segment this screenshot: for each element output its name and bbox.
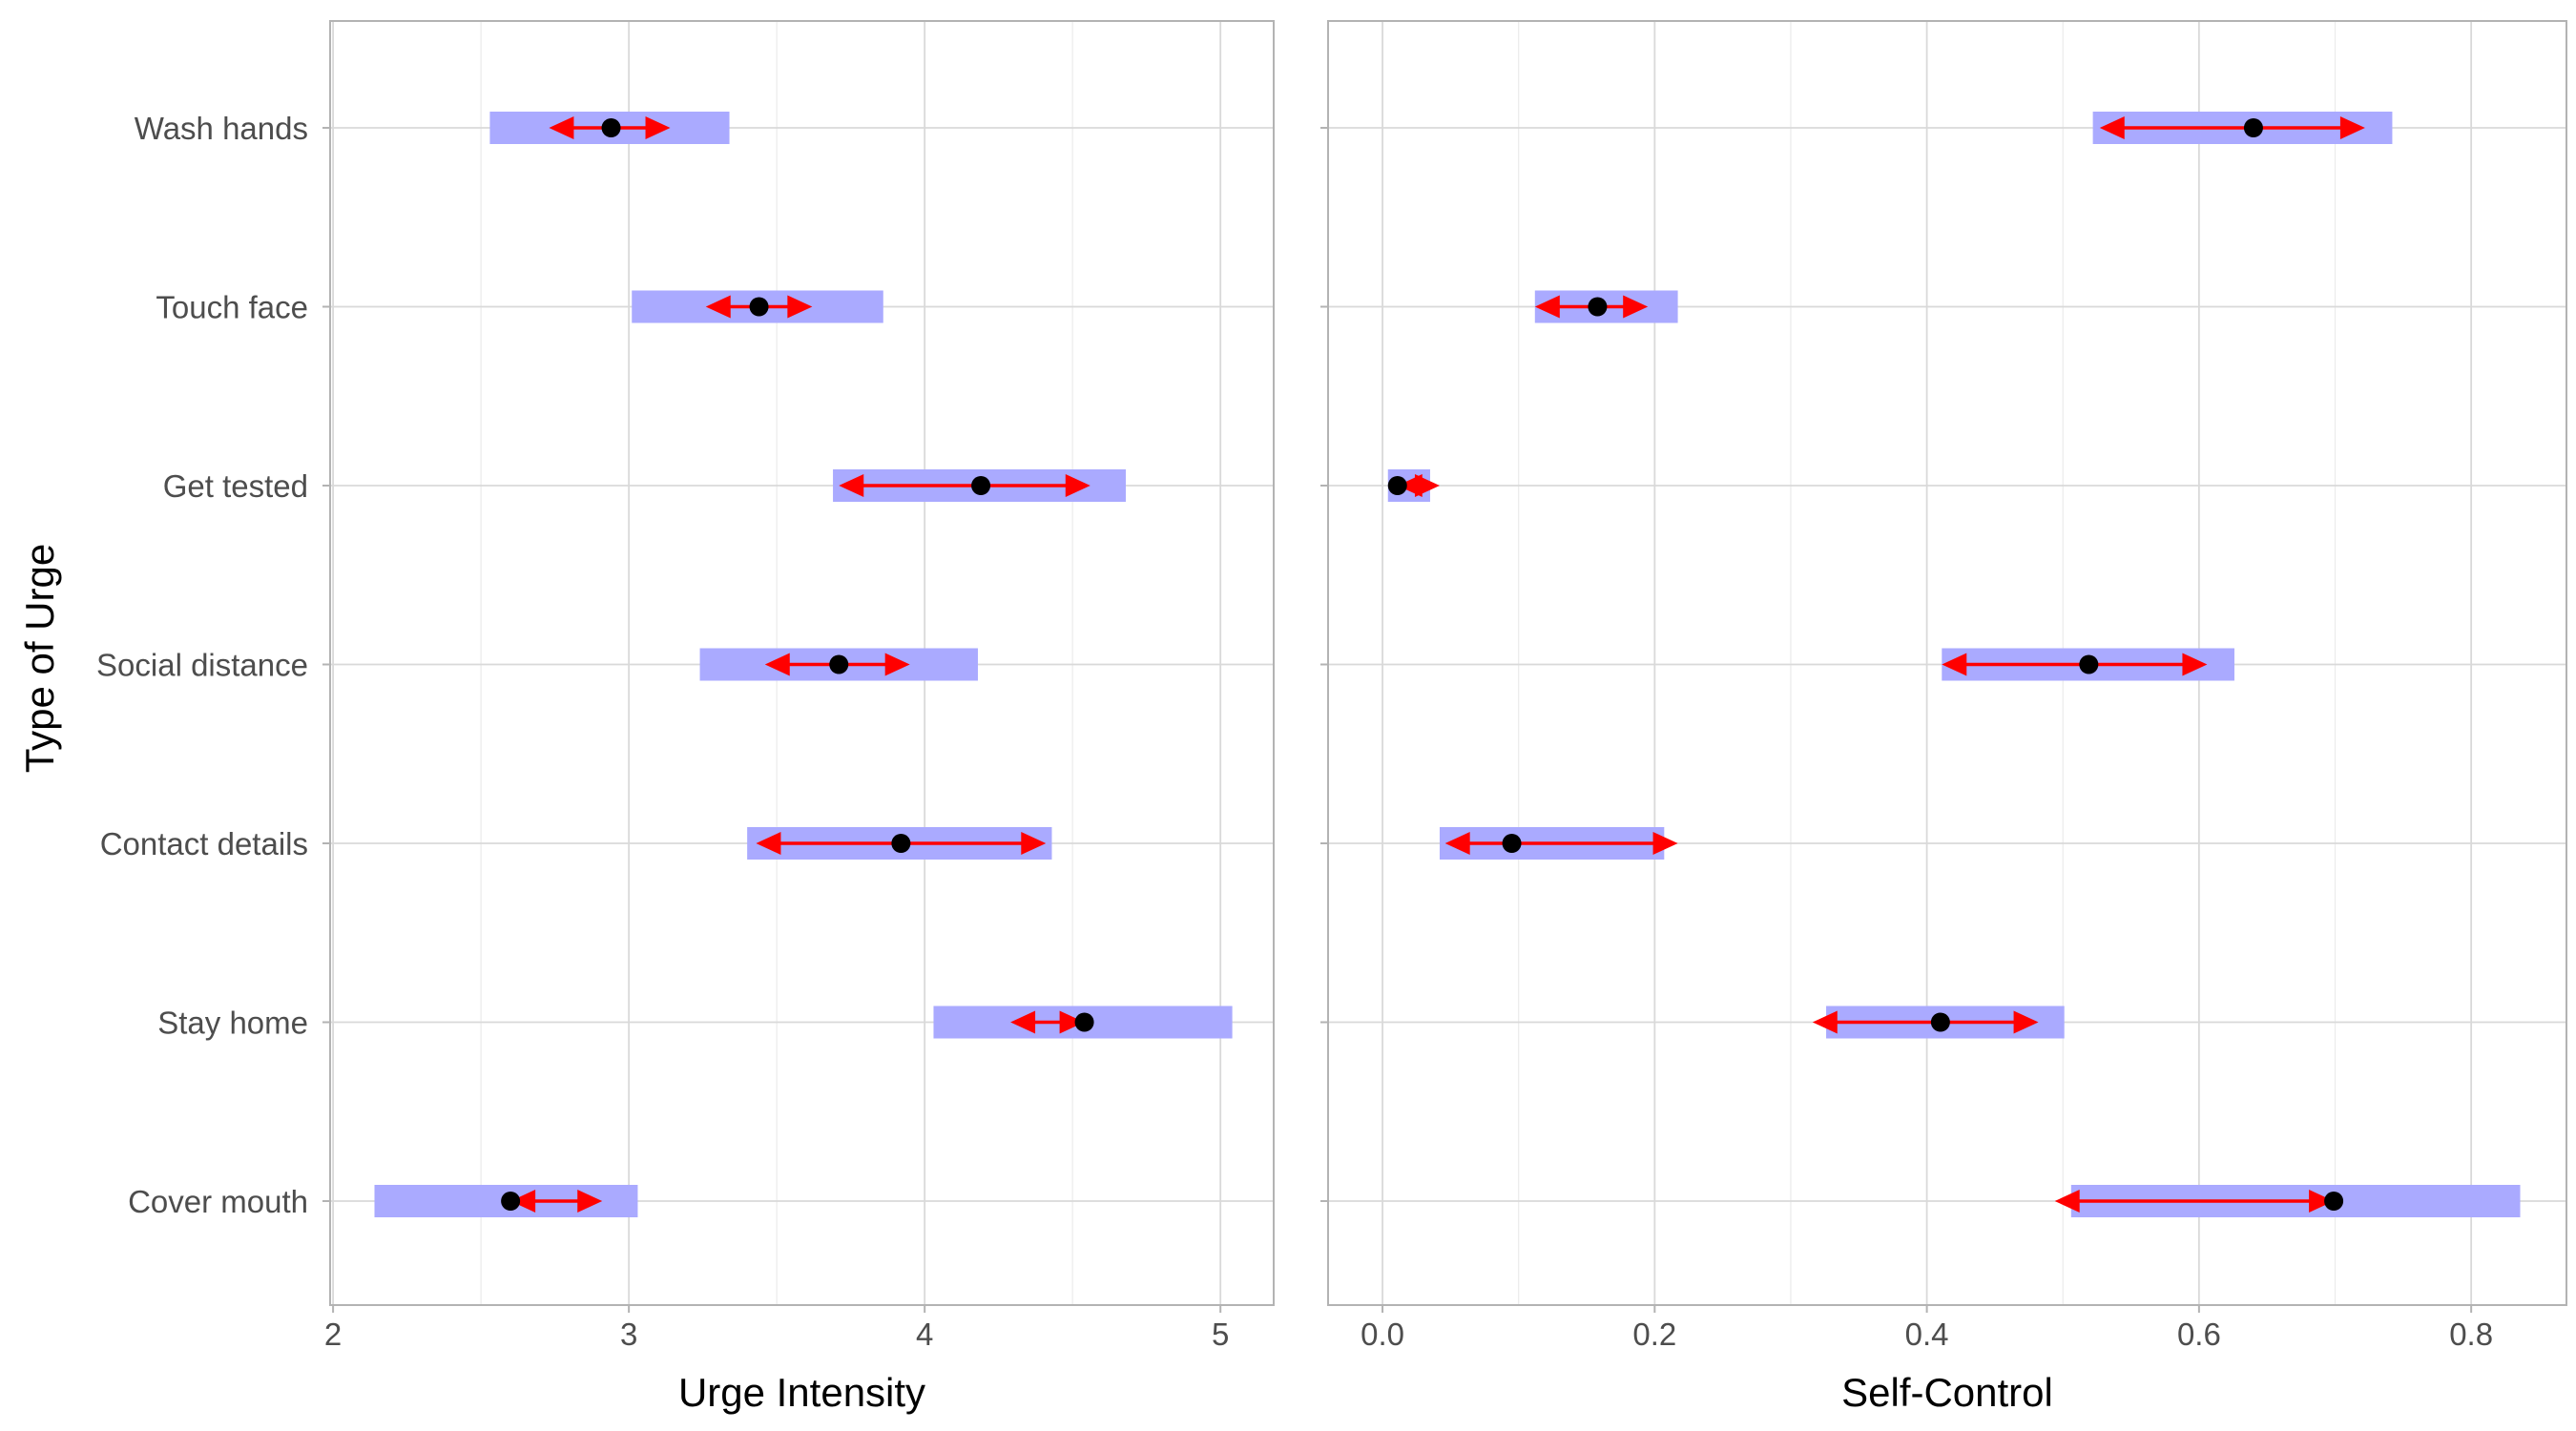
data-point <box>749 297 769 317</box>
panel-frame <box>329 20 1275 1306</box>
arrow-head-left <box>1942 653 1967 676</box>
data-point <box>1588 297 1608 317</box>
x-tick-label: 4 <box>916 1317 933 1352</box>
data-point <box>501 1192 521 1211</box>
row-stay-home <box>1812 1006 2065 1039</box>
row-cover-mouth <box>2054 1185 2521 1217</box>
arrow-head-right <box>1414 474 1440 497</box>
arrow-head-left <box>1444 832 1470 855</box>
row-touch-face <box>1534 290 1678 323</box>
x-axis-title: Self-Control <box>1841 1370 2053 1415</box>
row-social-distance <box>1942 648 2234 681</box>
arrow-head-right <box>2182 653 2208 676</box>
arrow-head-right <box>884 653 910 676</box>
panels: Wash hands Touch face Get tested Social dis… <box>96 20 2567 1415</box>
arrow-head-left <box>2054 1190 2080 1213</box>
data-point <box>829 654 849 674</box>
y-tick-label: Touch face <box>156 290 308 325</box>
arrow-head-right <box>2309 1190 2335 1213</box>
data-point <box>2243 118 2263 137</box>
data-point <box>2079 654 2099 674</box>
y-tick-label: Cover mouth <box>128 1184 308 1219</box>
arrow-head-right <box>1623 295 1649 319</box>
row-contact-details <box>747 827 1052 860</box>
data-point <box>971 476 991 495</box>
x-tick-label: 5 <box>1212 1317 1229 1352</box>
arrow-head-right <box>1065 474 1091 497</box>
y-tick-label: Social distance <box>96 648 308 683</box>
arrow-head-left <box>756 832 781 855</box>
y-tick-label: Stay home <box>157 1006 308 1041</box>
arrow-head-right <box>2339 116 2365 139</box>
arrow-head-left <box>1010 1010 1036 1034</box>
arrow-head-right <box>577 1190 603 1213</box>
arrow-head-left <box>2099 116 2125 139</box>
arrow-head-right <box>1021 832 1047 855</box>
arrow-head-left <box>1812 1010 1838 1034</box>
x-tick-label: 0.6 <box>2177 1317 2221 1352</box>
data-point <box>1502 834 1522 853</box>
data-point <box>1074 1012 1094 1032</box>
arrow-head-right <box>787 295 813 319</box>
y-axis-title: Type of Urge <box>17 544 62 773</box>
x-tick-label: 0.0 <box>1361 1317 1404 1352</box>
row-contact-details <box>1439 827 1678 860</box>
row-get-tested <box>1387 469 1440 502</box>
x-tick-label: 0.4 <box>1905 1317 1949 1352</box>
data-point <box>2324 1192 2344 1211</box>
arrow-head-right <box>1059 1010 1085 1034</box>
row-stay-home <box>933 1006 1233 1039</box>
x-tick-label: 0.8 <box>2449 1317 2493 1352</box>
x-axis-title: Urge Intensity <box>678 1370 925 1415</box>
row-social-distance <box>699 648 978 681</box>
panel-1: 2 3 4 5 Urge Intensity <box>322 20 1275 1415</box>
y-axis-ticks: Wash hands Touch face Get tested Social dis… <box>96 111 308 1219</box>
data-point <box>601 118 621 137</box>
row-wash-hands <box>489 112 730 144</box>
data-point <box>1387 476 1407 495</box>
y-tick-label: Get tested <box>163 468 308 504</box>
row-touch-face <box>632 290 883 323</box>
panel-2: 0.0 0.2 0.4 0.6 0.8 Self-Control <box>1320 20 2567 1415</box>
arrow-head-left <box>705 295 731 319</box>
x-tick-label: 0.2 <box>1632 1317 1676 1352</box>
row-get-tested <box>833 469 1126 502</box>
data-point <box>891 834 911 853</box>
arrow-head-right <box>2013 1010 2039 1034</box>
arrow-head-left <box>764 653 790 676</box>
data-point <box>1930 1012 1950 1032</box>
row-cover-mouth <box>374 1185 638 1217</box>
y-tick-label: Contact details <box>100 826 308 861</box>
arrow-head-right <box>1652 832 1678 855</box>
y-tick-label: Wash hands <box>135 111 308 146</box>
row-wash-hands <box>2092 112 2393 144</box>
panel-frame <box>1327 20 2567 1306</box>
x-tick-label: 3 <box>620 1317 637 1352</box>
arrow-head-left <box>510 1190 536 1213</box>
x-tick-label: 2 <box>324 1317 342 1352</box>
arrow-head-left <box>839 474 864 497</box>
arrow-head-right <box>645 116 671 139</box>
arrow-head-left <box>549 116 574 139</box>
arrow-head-left <box>1534 295 1560 319</box>
